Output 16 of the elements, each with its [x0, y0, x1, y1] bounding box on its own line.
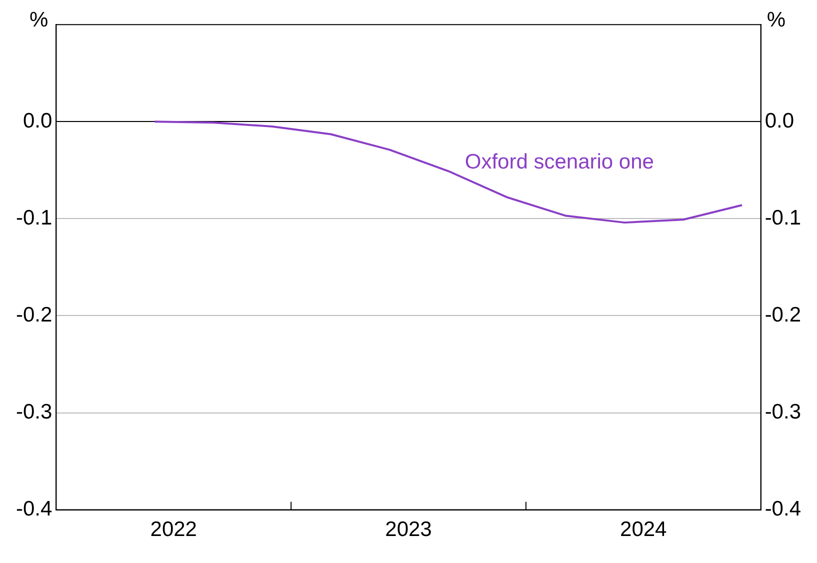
y-tick-label: -0.2 — [16, 304, 52, 327]
x-tick-label: 2023 — [385, 518, 432, 542]
y-tick-label: -0.1 — [16, 206, 52, 230]
x-tick-label: 2024 — [620, 518, 668, 542]
x-tick-label: 2022 — [150, 518, 197, 542]
y2-tick-label: -0.1 — [764, 206, 801, 230]
y-tick-label: -0.3 — [16, 400, 52, 424]
y-tick-label: -0.4 — [16, 498, 53, 521]
y-axis-title: % — [30, 8, 48, 32]
y2-tick-label: 0.0 — [764, 109, 794, 132]
y2-tick-label: -0.2 — [764, 304, 801, 327]
series-label: Oxford scenario one — [464, 150, 654, 174]
y2-tick-label: -0.4 — [764, 498, 802, 521]
y2-axis-title: % — [766, 8, 786, 32]
y-tick-label: 0.0 — [22, 109, 52, 132]
y2-tick-label: -0.3 — [764, 400, 801, 424]
